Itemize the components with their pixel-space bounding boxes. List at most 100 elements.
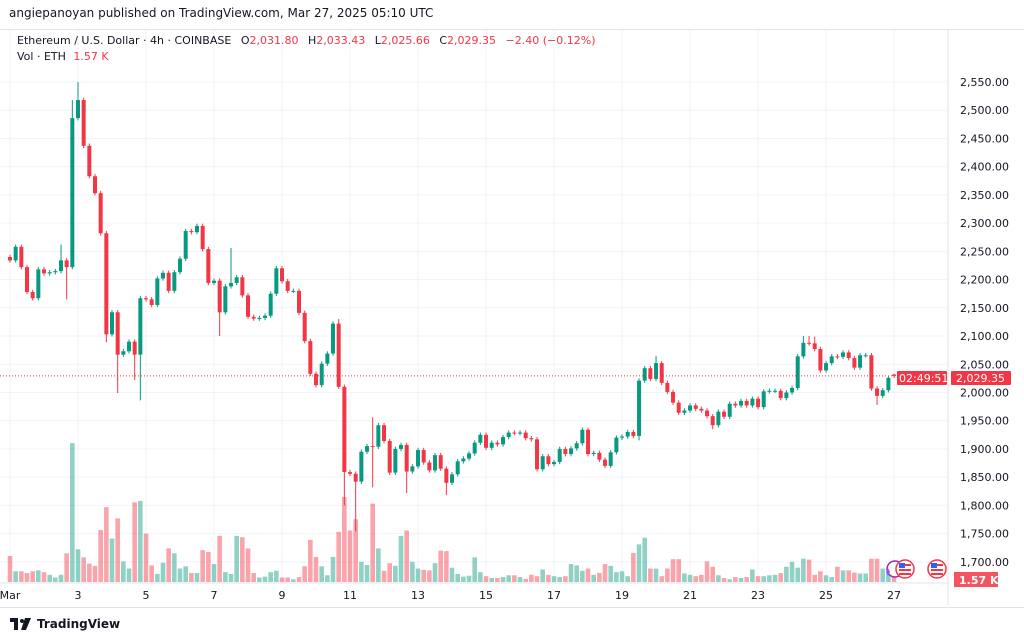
- volume-bar: [591, 574, 597, 582]
- candle-body: [693, 405, 698, 409]
- candle: [172, 269, 177, 294]
- volume-bar: [98, 530, 103, 582]
- candle: [841, 350, 846, 360]
- volume-bar: [784, 566, 789, 582]
- candle: [13, 244, 18, 263]
- candle-body: [234, 277, 239, 283]
- time-axis[interactable]: Mar 3 5 7 9 11 13 15 17 19 21 23 25 27: [0, 589, 901, 602]
- candle: [353, 471, 358, 532]
- candle: [234, 275, 239, 286]
- candle-body: [319, 363, 324, 386]
- volume-bar: [857, 573, 863, 582]
- candle: [875, 386, 880, 405]
- candle-body: [574, 443, 579, 449]
- candle-body: [399, 444, 404, 449]
- volume-bar: [251, 573, 256, 582]
- candle: [886, 375, 891, 393]
- price-axis[interactable]: 2,550.00 2,500.00 2,450.00 2,400.00 2,350.00…: [960, 76, 1009, 569]
- event-icons[interactable]: [886, 559, 947, 579]
- candle: [637, 378, 642, 441]
- candle: [750, 396, 755, 408]
- volume-bar: [138, 500, 143, 582]
- volume-bar: [444, 551, 449, 582]
- candle: [512, 430, 517, 436]
- candle: [642, 365, 647, 383]
- volume-bar: [478, 572, 483, 582]
- candle: [461, 456, 466, 464]
- candle-body: [603, 459, 608, 466]
- volume-bar: [13, 571, 18, 582]
- volume-bar: [325, 575, 330, 582]
- change-value: −2.40 (−0.12%): [505, 34, 596, 47]
- candle-body: [13, 246, 18, 261]
- countdown-badge: 02:49:51: [897, 371, 948, 385]
- candle-body: [676, 402, 681, 413]
- volume-bar: [512, 575, 517, 582]
- candle: [501, 434, 506, 447]
- volume-bar: [58, 574, 64, 582]
- volume-bar: [517, 577, 523, 582]
- candle: [467, 451, 472, 461]
- candle: [217, 278, 222, 337]
- time-tick-label: 15: [479, 589, 493, 602]
- candle: [166, 270, 171, 294]
- candle: [761, 389, 766, 410]
- candle-body: [223, 286, 228, 313]
- candle: [8, 254, 12, 263]
- price-tick-label: 2,550.00: [960, 76, 1009, 89]
- candle-body: [608, 452, 613, 466]
- low-value: 2,025.66: [380, 34, 430, 47]
- candle: [450, 472, 455, 486]
- candle-body: [229, 282, 234, 287]
- close-label: C: [439, 34, 448, 47]
- volume-bar: [313, 556, 319, 582]
- time-tick-label: 27: [887, 589, 901, 602]
- chart-pane[interactable]: [0, 29, 1024, 608]
- candle: [127, 339, 132, 354]
- volume-bar: [693, 576, 699, 582]
- volume-bar: [602, 564, 608, 582]
- candle-body: [467, 453, 472, 459]
- candle-body: [710, 416, 715, 426]
- candle-body: [404, 444, 409, 472]
- symbol-title[interactable]: Ethereum / U.S. Dollar · 4h · COINBASE: [17, 34, 232, 47]
- close-value: 2,029.35: [447, 34, 497, 47]
- candle: [744, 398, 749, 408]
- candle-body: [70, 118, 75, 268]
- us-flag-event-icon[interactable]: [927, 559, 947, 579]
- price-tick-label: 2,050.00: [960, 358, 1009, 371]
- price-tick-label: 1,800.00: [960, 499, 1009, 512]
- volume-row: Vol · ETH 1.57 K: [17, 49, 595, 65]
- volume-bar: [483, 576, 489, 582]
- candle: [727, 401, 732, 420]
- candle: [382, 422, 387, 444]
- volume-bar: [421, 569, 426, 582]
- candle-body: [291, 290, 296, 292]
- open-label: O: [240, 34, 250, 47]
- candle-body: [665, 382, 670, 392]
- candle: [183, 228, 188, 261]
- candle-body: [557, 448, 562, 462]
- candle-body: [722, 411, 727, 417]
- candle: [149, 297, 154, 308]
- candle: [223, 284, 228, 315]
- candle: [569, 446, 574, 457]
- candle-body: [104, 233, 109, 335]
- candle-body: [121, 351, 126, 355]
- candle-body: [421, 450, 426, 463]
- candle-body: [36, 269, 41, 299]
- volume-bar: [891, 574, 897, 582]
- tradingview-logo[interactable]: TradingView: [10, 617, 120, 631]
- us-flag-event-icon[interactable]: [895, 559, 915, 579]
- volume-bar: [778, 573, 784, 582]
- volume-bar: [789, 561, 795, 582]
- candle: [161, 270, 166, 281]
- candle-body: [76, 100, 81, 119]
- candle: [257, 315, 262, 321]
- candle-body: [795, 356, 800, 388]
- candle-body: [580, 429, 585, 444]
- volume-bar: [149, 565, 154, 582]
- candle: [416, 447, 421, 469]
- candle: [472, 440, 477, 456]
